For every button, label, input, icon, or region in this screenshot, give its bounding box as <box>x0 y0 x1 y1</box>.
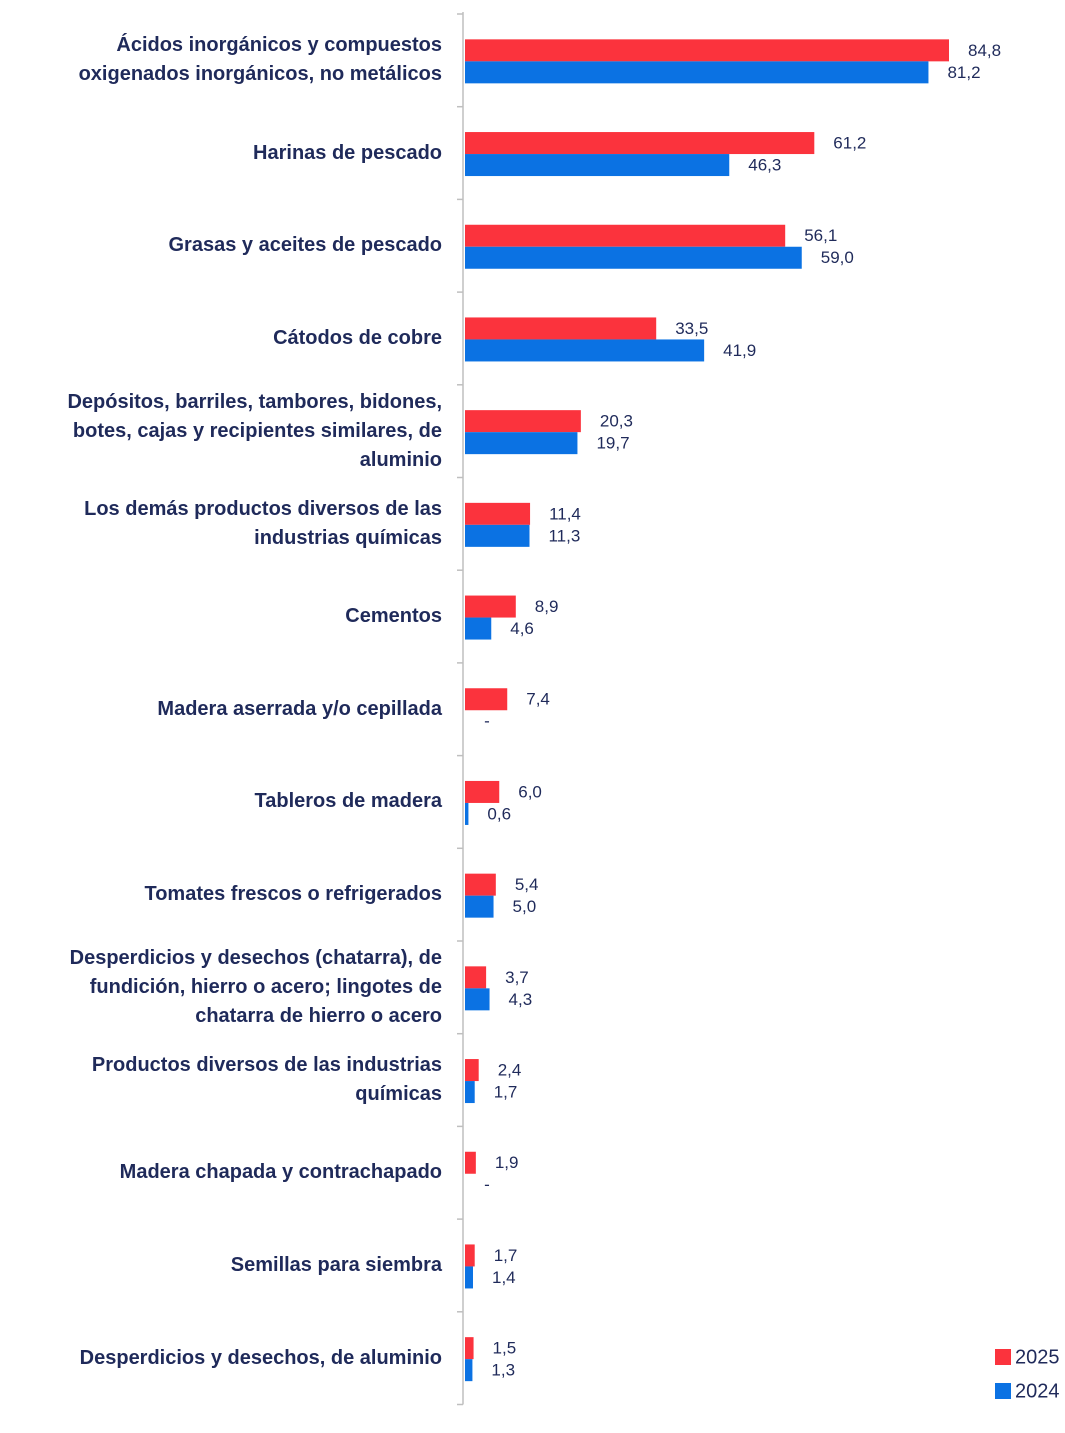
bar <box>465 873 496 896</box>
category-label: Madera chapada y contrachapado <box>119 1161 442 1184</box>
bar <box>465 524 530 547</box>
value-label: 1,4 <box>492 1268 516 1287</box>
value-label: 46,3 <box>748 156 781 175</box>
bar <box>465 1081 475 1104</box>
bar <box>465 1151 476 1174</box>
bar <box>465 595 516 618</box>
category-label: Desperdicios y desechos (chatarra), de f… <box>69 946 442 1027</box>
legend-label: 2024 <box>1015 1380 1060 1402</box>
category-label: Semillas para siembra <box>230 1253 442 1276</box>
bar <box>465 339 705 362</box>
bar <box>465 246 802 269</box>
value-label: 1,3 <box>491 1361 515 1380</box>
value-label: 3,7 <box>505 968 529 987</box>
value-label: 8,9 <box>535 597 559 616</box>
bar <box>465 1359 473 1382</box>
value-label: 5,0 <box>513 897 537 916</box>
category-label: Madera aserrada y/o cepillada <box>157 697 442 720</box>
bar <box>465 1059 479 1082</box>
bar <box>465 154 730 177</box>
bar <box>465 317 657 340</box>
legend-swatch <box>995 1383 1011 1399</box>
value-label: 11,4 <box>549 504 581 523</box>
value-label: 7,4 <box>526 690 550 709</box>
value-label: 11,3 <box>548 526 580 545</box>
value-label: 2,4 <box>498 1061 522 1080</box>
bar <box>465 224 786 247</box>
category-label: Ácidos inorgánicos y compuestos oxigenad… <box>78 34 442 86</box>
legend-swatch <box>995 1349 1011 1365</box>
category-label: Tableros de madera <box>254 790 442 813</box>
value-label: 6,0 <box>518 782 542 801</box>
bar <box>465 895 494 918</box>
value-label: 81,2 <box>947 63 980 82</box>
category-label: Productos diversos de las industrias quí… <box>91 1054 442 1106</box>
value-label: 59,0 <box>821 248 854 267</box>
category-label: Cementos <box>345 605 442 628</box>
value-label: 5,4 <box>515 875 539 894</box>
value-label: 1,7 <box>494 1083 518 1102</box>
value-label: 41,9 <box>723 341 756 360</box>
category-label: Los demás productos diversos de las indu… <box>84 497 442 549</box>
bar <box>465 39 949 62</box>
value-label: 4,6 <box>510 619 534 638</box>
category-label: Tomates frescos o refrigerados <box>144 883 442 906</box>
bar <box>465 132 815 155</box>
value-label: - <box>484 1175 490 1194</box>
bar <box>465 617 492 640</box>
category-label: Harinas de pescado <box>253 141 442 164</box>
value-label: 4,3 <box>509 990 533 1009</box>
bar <box>465 1337 474 1360</box>
bar <box>465 410 581 433</box>
category-label: Depósitos, barriles, tambores, bidones, … <box>67 390 442 471</box>
bar <box>465 502 531 525</box>
category-label: Cátodos de cobre <box>273 326 442 349</box>
legend-label: 2025 <box>1015 1346 1060 1368</box>
bar <box>465 1244 475 1267</box>
bar <box>465 988 490 1011</box>
value-label: 1,7 <box>494 1246 518 1265</box>
value-label: 20,3 <box>600 412 633 431</box>
value-label: 61,2 <box>833 134 866 153</box>
value-label: - <box>484 712 490 731</box>
value-label: 0,6 <box>487 804 511 823</box>
category-label: Grasas y aceites de pescado <box>168 234 443 257</box>
value-label: 19,7 <box>596 434 629 453</box>
value-label: 1,9 <box>495 1153 519 1172</box>
bar <box>465 1266 473 1289</box>
bar <box>465 780 500 803</box>
category-label: Desperdicios y desechos, de aluminio <box>79 1346 442 1369</box>
bar <box>465 432 578 455</box>
value-label: 1,5 <box>493 1339 517 1358</box>
bar <box>465 802 469 825</box>
bar <box>465 61 929 84</box>
bar <box>465 966 487 989</box>
value-label: 56,1 <box>804 226 837 245</box>
value-label: 33,5 <box>675 319 708 338</box>
bar <box>465 688 508 711</box>
value-label: 84,8 <box>968 41 1001 60</box>
